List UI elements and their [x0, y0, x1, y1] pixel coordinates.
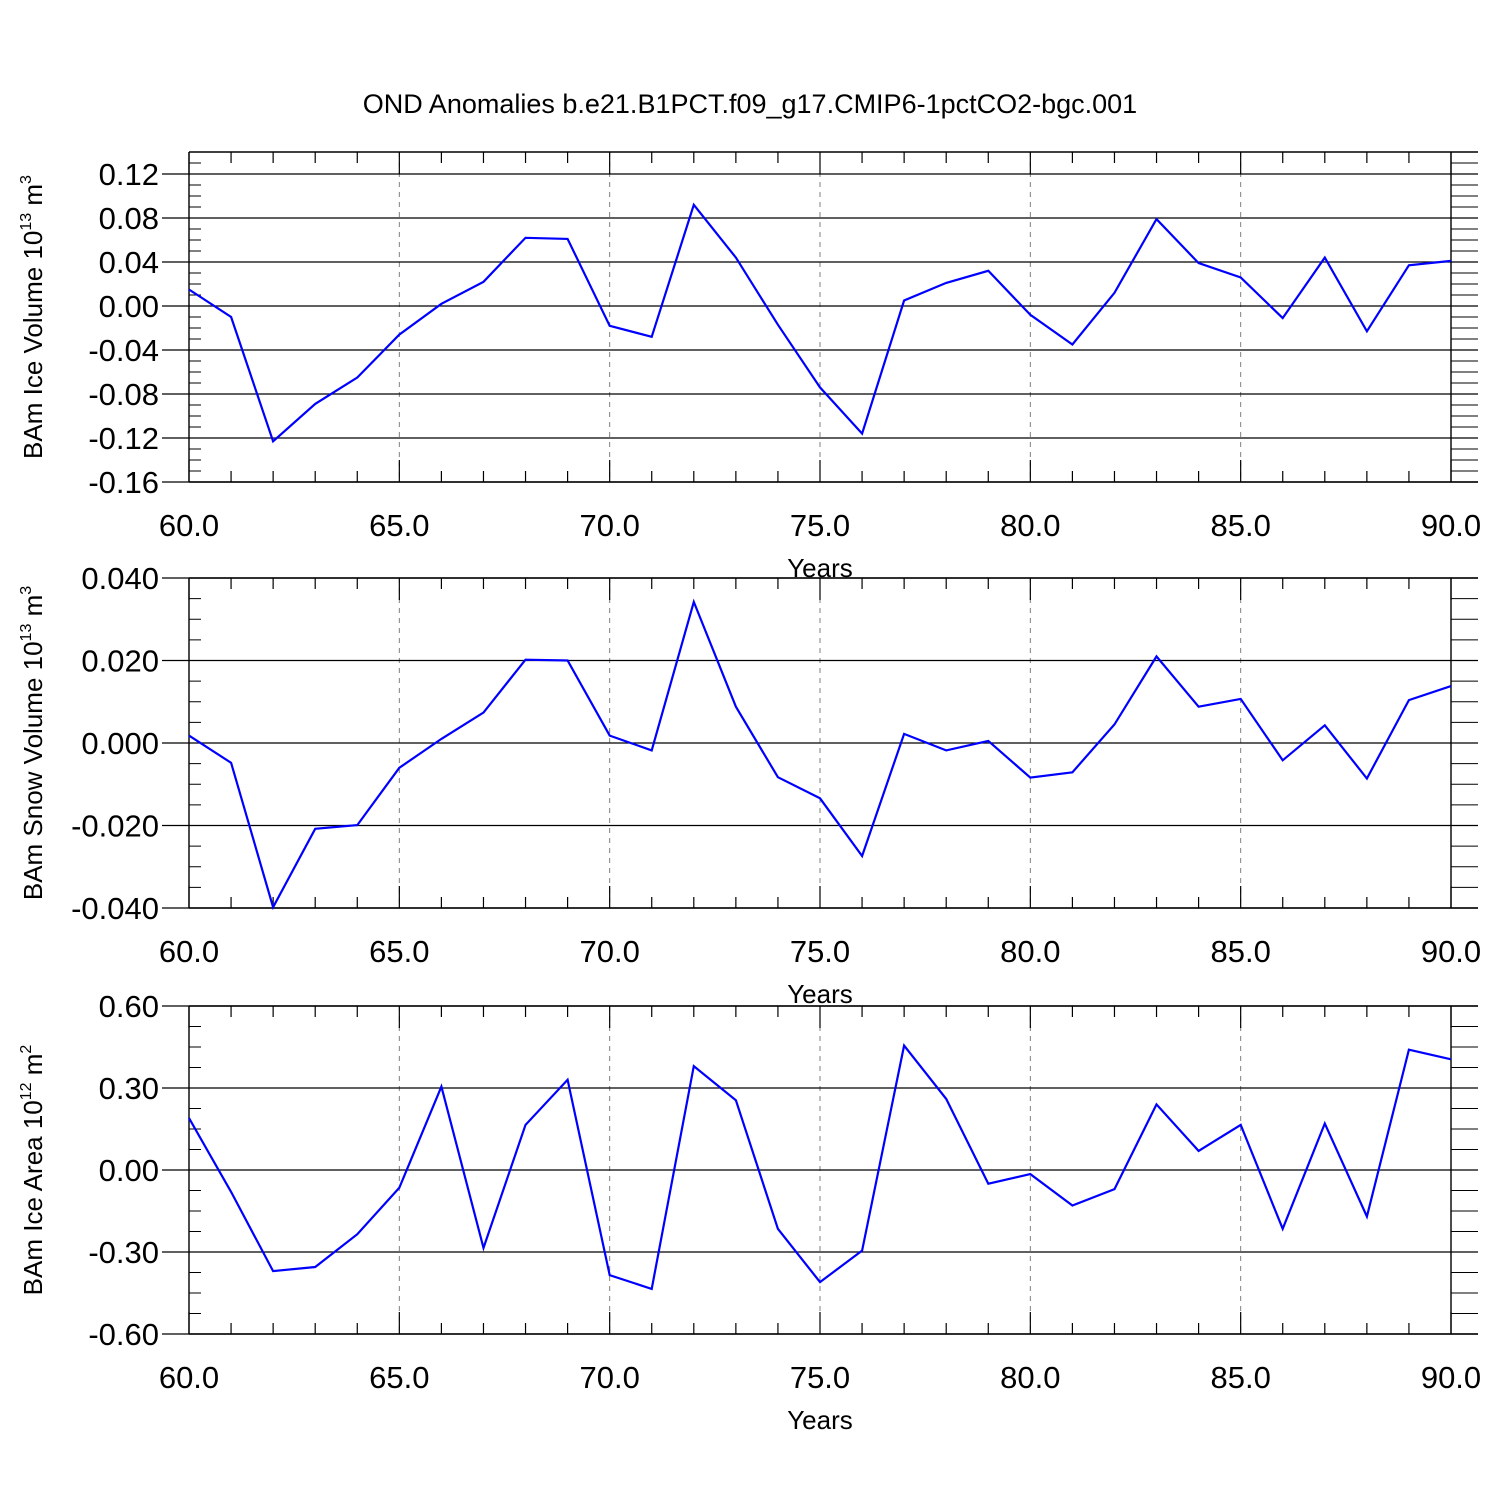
y-tick-label: -0.16 — [88, 465, 159, 500]
x-tick-label: 85.0 — [1210, 1360, 1270, 1395]
y-tick-label: -0.04 — [88, 333, 159, 368]
x-tick-label: 65.0 — [369, 1360, 429, 1395]
y-tick-label: -0.08 — [88, 377, 159, 412]
x-tick-label: 75.0 — [790, 1360, 850, 1395]
figure-title: OND Anomalies b.e21.B1PCT.f09_g17.CMIP6-… — [363, 89, 1137, 119]
y-axis-label: BAm Ice Area 1012 m2 — [18, 1045, 48, 1296]
y-tick-label: -0.30 — [88, 1235, 159, 1270]
x-tick-label: 70.0 — [579, 1360, 639, 1395]
y-tick-label: 0.000 — [81, 726, 159, 761]
chart-panel-2: -0.040 -0.020 0.000 0.020 0.040 60.0 65.0 70.0 7… — [18, 561, 1481, 1009]
x-tick-label: 75.0 — [790, 508, 850, 543]
x-tick-label: 65.0 — [369, 934, 429, 969]
x-axis-label: Years — [787, 1405, 853, 1435]
y-tick-label: 0.00 — [99, 289, 159, 324]
y-tick-label: 0.04 — [99, 245, 159, 280]
x-axis-label: Years — [787, 979, 853, 1009]
x-tick-label: 60.0 — [159, 508, 219, 543]
series-line — [188, 1043, 1452, 1291]
y-axis-label: BAm Ice Volume 1013 m3 — [18, 175, 48, 459]
x-tick-label: 70.0 — [579, 934, 639, 969]
y-tick-label: 0.12 — [99, 157, 159, 192]
x-tick-label: 90.0 — [1421, 508, 1481, 543]
y-tick-label: 0.00 — [99, 1153, 159, 1188]
x-tick-label: 85.0 — [1210, 934, 1270, 969]
series-line — [188, 202, 1452, 444]
x-tick-label: 60.0 — [159, 934, 219, 969]
y-tick-label: 0.020 — [81, 644, 159, 679]
x-tick-label: 80.0 — [1000, 508, 1060, 543]
chart-panel-1: -0.16 -0.12 -0.08 -0.04 0.00 0.04 0.08 0.12 60.0… — [18, 151, 1481, 583]
x-tick-label: 90.0 — [1421, 1360, 1481, 1395]
chart-panel-3: -0.60 -0.30 0.00 0.30 0.60 60.0 65.0 70.0 75.0 80… — [18, 989, 1481, 1435]
y-tick-label: 0.08 — [99, 201, 159, 236]
x-tick-label: 70.0 — [579, 508, 639, 543]
x-tick-label: 60.0 — [159, 1360, 219, 1395]
y-tick-label: -0.040 — [71, 891, 159, 926]
y-tick-label: -0.60 — [88, 1317, 159, 1352]
y-axis-label: BAm Snow Volume 1013 m3 — [18, 586, 48, 900]
y-tick-label: 0.040 — [81, 561, 159, 596]
series-line — [188, 598, 1452, 911]
x-tick-label: 65.0 — [369, 508, 429, 543]
y-tick-label: -0.020 — [71, 809, 159, 844]
y-tick-label: 0.30 — [99, 1071, 159, 1106]
y-tick-label: 0.60 — [99, 989, 159, 1024]
x-tick-label: 90.0 — [1421, 934, 1481, 969]
panels: -0.16 -0.12 -0.08 -0.04 0.00 0.04 0.08 0.12 60.0… — [18, 151, 1481, 1435]
x-tick-label: 75.0 — [790, 934, 850, 969]
x-tick-label: 80.0 — [1000, 1360, 1060, 1395]
x-tick-label: 80.0 — [1000, 934, 1060, 969]
x-tick-label: 85.0 — [1210, 508, 1270, 543]
y-tick-label: -0.12 — [88, 421, 159, 456]
